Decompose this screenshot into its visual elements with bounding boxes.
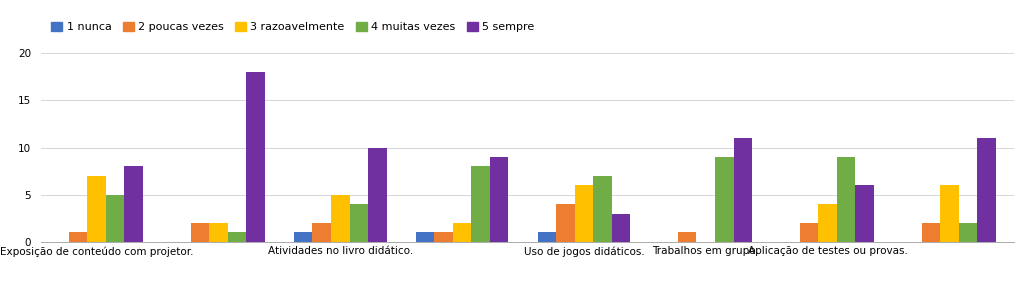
- Bar: [733, 138, 752, 242]
- Bar: [538, 232, 556, 242]
- Bar: [331, 195, 349, 242]
- Bar: [977, 138, 995, 242]
- Bar: [368, 148, 387, 242]
- Bar: [246, 72, 265, 242]
- Bar: [349, 204, 368, 242]
- Bar: [453, 223, 471, 242]
- Bar: [227, 232, 246, 242]
- Bar: [416, 232, 434, 242]
- Bar: [715, 157, 733, 242]
- Bar: [940, 185, 958, 242]
- Bar: [593, 176, 611, 242]
- Bar: [855, 185, 873, 242]
- Bar: [471, 166, 489, 242]
- Bar: [87, 176, 105, 242]
- Bar: [611, 214, 630, 242]
- Bar: [312, 223, 331, 242]
- Bar: [958, 223, 977, 242]
- Bar: [294, 232, 312, 242]
- Bar: [818, 204, 837, 242]
- Legend: 1 nunca, 2 poucas vezes, 3 razoavelmente, 4 muitas vezes, 5 sempre: 1 nunca, 2 poucas vezes, 3 razoavelmente…: [46, 17, 539, 37]
- Bar: [105, 195, 124, 242]
- Bar: [800, 223, 818, 242]
- Bar: [209, 223, 227, 242]
- Bar: [69, 232, 87, 242]
- Bar: [556, 204, 574, 242]
- Bar: [434, 232, 453, 242]
- Bar: [190, 223, 209, 242]
- Bar: [922, 223, 940, 242]
- Bar: [574, 185, 593, 242]
- Bar: [124, 166, 143, 242]
- Bar: [489, 157, 509, 242]
- Bar: [837, 157, 855, 242]
- Bar: [678, 232, 696, 242]
